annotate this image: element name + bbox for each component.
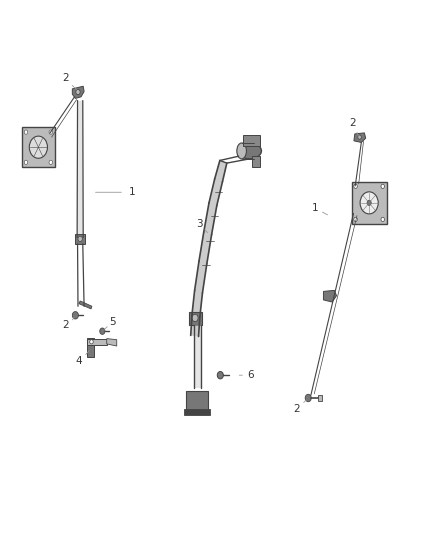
Circle shape <box>29 136 47 158</box>
Ellipse shape <box>237 143 247 159</box>
Text: 5: 5 <box>109 317 116 327</box>
Circle shape <box>192 314 198 321</box>
Ellipse shape <box>237 143 261 159</box>
Polygon shape <box>79 301 92 309</box>
Bar <box>75 234 85 244</box>
Text: 2: 2 <box>350 118 357 128</box>
Bar <box>87 338 107 345</box>
Circle shape <box>72 312 78 319</box>
Circle shape <box>217 372 223 379</box>
Text: 2: 2 <box>293 403 300 414</box>
Polygon shape <box>77 101 83 237</box>
Bar <box>243 135 260 146</box>
Polygon shape <box>191 160 227 336</box>
Text: 6: 6 <box>247 370 254 380</box>
Polygon shape <box>72 86 84 99</box>
Bar <box>87 338 94 357</box>
Bar <box>189 312 202 325</box>
Circle shape <box>100 328 105 334</box>
Polygon shape <box>107 338 117 346</box>
Text: 3: 3 <box>196 219 203 229</box>
Text: 2: 2 <box>63 320 69 330</box>
Circle shape <box>367 200 371 205</box>
Text: 4: 4 <box>75 356 82 366</box>
Circle shape <box>360 192 378 214</box>
Circle shape <box>354 217 357 222</box>
Circle shape <box>305 394 311 402</box>
Circle shape <box>381 217 385 222</box>
Circle shape <box>354 184 357 189</box>
Circle shape <box>24 130 28 134</box>
Bar <box>318 395 322 401</box>
Circle shape <box>90 340 93 344</box>
Bar <box>252 156 260 167</box>
Bar <box>186 391 208 411</box>
Bar <box>22 127 55 167</box>
Circle shape <box>381 184 385 189</box>
Circle shape <box>78 236 82 241</box>
Text: 1: 1 <box>311 203 318 213</box>
Polygon shape <box>354 133 366 142</box>
Circle shape <box>49 130 53 134</box>
Circle shape <box>24 160 28 165</box>
Circle shape <box>358 135 361 139</box>
Text: 1: 1 <box>129 187 135 197</box>
Polygon shape <box>323 290 336 302</box>
Circle shape <box>49 160 53 165</box>
Bar <box>352 182 387 224</box>
Text: 2: 2 <box>63 73 69 83</box>
Circle shape <box>76 90 80 95</box>
Bar <box>184 409 210 415</box>
Polygon shape <box>194 325 201 389</box>
